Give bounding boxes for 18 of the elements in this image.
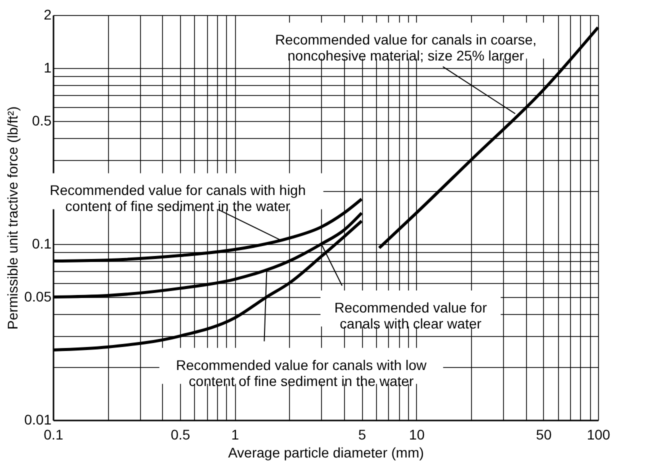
- y-tick-label: 0.01: [24, 412, 52, 428]
- y-tick-label: 1: [44, 59, 52, 76]
- x-tick-label: 50: [536, 426, 552, 442]
- y-axis-title: Permissible unit tractive force (lb/ft²): [4, 106, 20, 330]
- annotation: Recommended value for canals with low content of fine sediment in the water: [176, 356, 428, 389]
- x-axis-title: Average particle diameter (mm): [228, 444, 424, 460]
- x-tick-label: 5: [358, 426, 366, 442]
- x-tick-label: 10: [409, 426, 425, 442]
- x-tick-label: 0.5: [170, 426, 190, 442]
- x-tick-label: 1: [231, 426, 240, 442]
- x-tick-label: 100: [586, 426, 610, 442]
- annotation: Recommended value for canals in coarse, noncohesive material; size 25% larger: [275, 32, 537, 64]
- y-tick-label: 0.5: [32, 112, 52, 128]
- y-tick-label: 0.1: [32, 235, 52, 252]
- y-tick-label: 0.05: [24, 288, 52, 304]
- annotation: Recommended value for canals with clear water: [334, 300, 488, 332]
- y-tick-label: 2: [44, 6, 52, 22]
- annotation: Recommended value for canals with high content of fine sediment in the water: [50, 182, 306, 214]
